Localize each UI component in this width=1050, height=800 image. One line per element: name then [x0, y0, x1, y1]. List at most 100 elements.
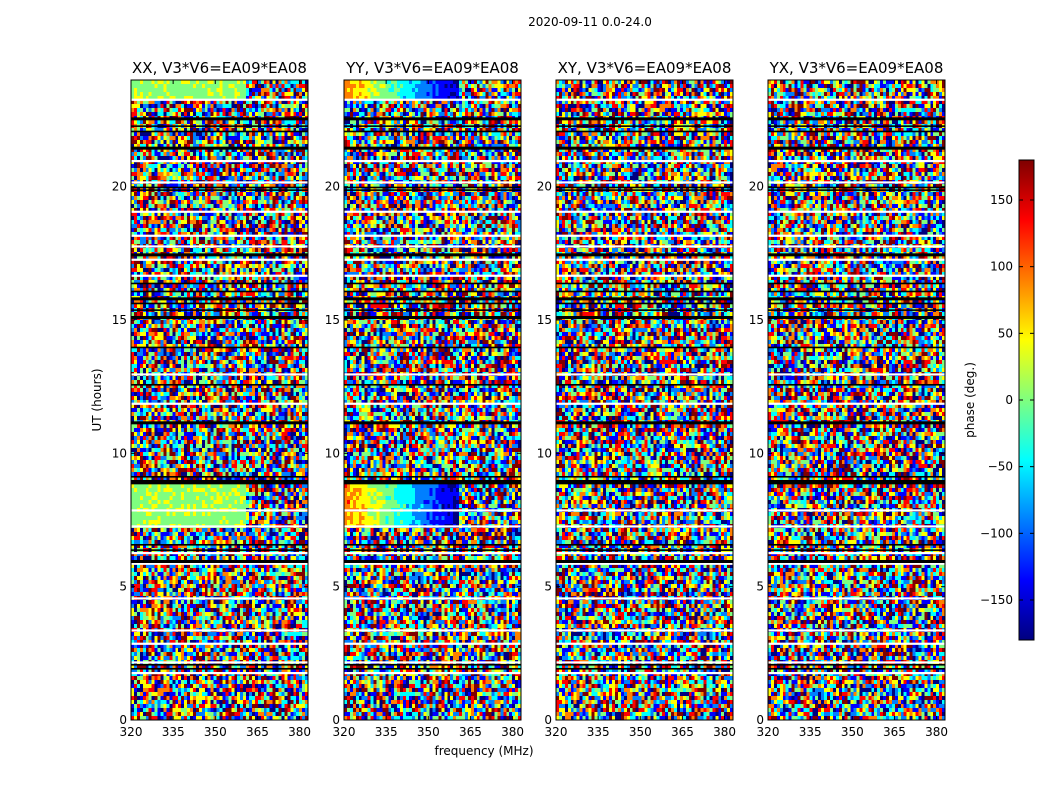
flagged-row: [344, 642, 521, 645]
scan-gap-row: [768, 186, 945, 189]
y-tick-label: 10: [325, 446, 340, 460]
scan-gap-row: [344, 309, 521, 311]
scan-gap-row: [131, 297, 308, 301]
y-tick-label: 5: [544, 580, 552, 594]
flagged-row: [556, 274, 733, 277]
scan-gap-row: [556, 189, 733, 191]
scan-gap-row: [131, 481, 308, 485]
flagged-row: [131, 98, 308, 101]
colorbar-tick-label: 150: [990, 193, 1013, 207]
scan-gap-row: [768, 130, 945, 133]
scan-gap-row: [131, 282, 308, 285]
scan-gap-row: [344, 544, 521, 546]
scan-gap-row: [768, 125, 945, 127]
scan-gap-row: [344, 549, 521, 551]
flagged-row: [768, 525, 945, 528]
scan-gap-row: [344, 481, 521, 485]
flagged-row: [344, 274, 521, 277]
y-tick-label: 15: [325, 313, 340, 327]
y-tick-label: 0: [119, 713, 127, 727]
flagged-row: [556, 245, 733, 248]
flagged-row: [556, 98, 733, 101]
flagged-row: [131, 234, 308, 237]
scan-gap-row: [344, 664, 521, 666]
flagged-row: [556, 509, 733, 512]
flagged-row: [556, 258, 733, 261]
scan-gap-row: [131, 668, 308, 670]
x-tick-label: 335: [162, 725, 185, 739]
x-tick-label: 320: [757, 725, 780, 739]
flagged-row: [344, 661, 521, 664]
scan-gap-row: [556, 544, 733, 546]
flagged-row: [344, 597, 521, 600]
x-axis-label: frequency (MHz): [434, 744, 533, 758]
y-tick-label: 0: [332, 713, 340, 727]
scan-gap-row: [556, 146, 733, 150]
panel-3: YX, V3*V6=EA09*EA08 320 335 350 365 380 0 5 10 15…: [749, 59, 948, 739]
x-tick-label: 320: [120, 725, 143, 739]
flagged-row: [131, 597, 308, 600]
scan-gap-row: [556, 476, 733, 478]
scan-gap-row: [556, 253, 733, 257]
flagged-row: [344, 160, 521, 163]
y-tick-label: 20: [325, 180, 340, 194]
flagged-row: [556, 234, 733, 237]
flagged-row: [556, 597, 733, 600]
scan-gap-row: [344, 480, 521, 482]
x-tick-label: 365: [671, 725, 694, 739]
scan-gap-row: [344, 130, 521, 133]
x-tick-label: 380: [713, 725, 736, 739]
scan-gap-row: [131, 476, 308, 478]
x-tick-label: 320: [545, 725, 568, 739]
flagged-row: [768, 402, 945, 405]
scan-gap-row: [131, 290, 308, 293]
panel-title: XY, V3*V6=EA09*EA08: [558, 59, 732, 77]
panels: XX, V3*V6=EA09*EA08 320 335 350 365 380 0 5 10 15…: [112, 59, 948, 739]
flagged-row: [131, 661, 308, 664]
flagged-row: [131, 509, 308, 512]
panel-0: XX, V3*V6=EA09*EA08 320 335 350 365 380 0 5 10 15…: [112, 59, 311, 739]
flagged-row: [131, 402, 308, 405]
scan-gap-row: [768, 668, 945, 670]
flagged-row: [556, 402, 733, 405]
scan-gap-row: [131, 146, 308, 150]
panel-title: XX, V3*V6=EA09*EA08: [132, 59, 307, 77]
scan-gap-row: [344, 189, 521, 191]
flagged-row: [344, 672, 521, 675]
flagged-row: [131, 245, 308, 248]
scan-gap-row: [768, 189, 945, 191]
flagged-row: [768, 661, 945, 664]
flagged-row: [131, 373, 308, 376]
flagged-row: [131, 552, 308, 555]
scan-gap-row: [768, 544, 945, 546]
scan-gap-row: [556, 421, 733, 425]
flagged-row: [768, 210, 945, 213]
flagged-row: [556, 642, 733, 645]
scan-gap-row: [344, 290, 521, 293]
scan-gap-row: [344, 316, 521, 319]
flagged-row: [131, 562, 308, 565]
colorbar-tick-label: 0: [1005, 393, 1013, 407]
flagged-row: [556, 373, 733, 376]
flagged-row: [131, 525, 308, 528]
scan-gap-row: [344, 117, 521, 121]
scan-gap-row: [344, 560, 521, 563]
scan-gap-row: [131, 384, 308, 386]
flagged-row: [131, 629, 308, 632]
scan-gap-row: [768, 146, 945, 150]
scan-gap-row: [131, 664, 308, 666]
scan-gap-row: [768, 253, 945, 257]
flagged-row: [768, 98, 945, 101]
scan-gap-row: [344, 186, 521, 189]
flagged-row: [768, 642, 945, 645]
y-tick-label: 20: [537, 180, 552, 194]
flagged-row: [344, 402, 521, 405]
flagged-row: [131, 258, 308, 261]
x-tick-label: 365: [246, 725, 269, 739]
x-tick-label: 350: [204, 725, 227, 739]
flagged-row: [556, 210, 733, 213]
scan-gap-row: [131, 421, 308, 425]
scan-gap-row: [131, 544, 308, 546]
panel-1: YY, V3*V6=EA09*EA08 320 335 350 365 380 0 5 10 15…: [325, 59, 524, 739]
scan-gap-row: [131, 130, 308, 133]
